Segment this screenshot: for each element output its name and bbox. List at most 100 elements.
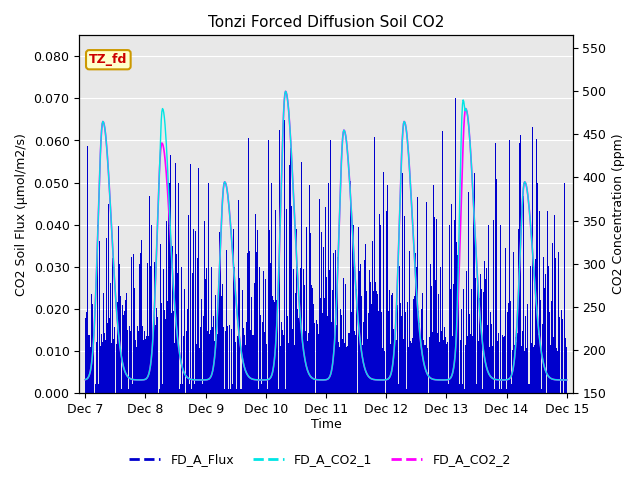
Bar bbox=[302, 343, 303, 393]
Bar bbox=[116, 344, 117, 393]
Bar bbox=[476, 384, 477, 393]
Bar bbox=[436, 219, 437, 393]
Bar bbox=[228, 276, 229, 393]
Bar bbox=[413, 299, 414, 393]
Title: Tonzi Forced Diffusion Soil CO2: Tonzi Forced Diffusion Soil CO2 bbox=[208, 15, 444, 30]
Bar bbox=[350, 181, 351, 393]
Bar bbox=[257, 336, 259, 393]
Bar bbox=[234, 267, 235, 393]
Bar bbox=[316, 320, 317, 393]
Bar bbox=[149, 196, 150, 393]
Bar bbox=[550, 345, 551, 393]
Bar bbox=[197, 258, 198, 393]
Bar bbox=[480, 252, 481, 393]
Bar bbox=[390, 335, 391, 393]
Bar bbox=[444, 326, 445, 393]
Text: TZ_fd: TZ_fd bbox=[89, 53, 127, 66]
Bar bbox=[222, 304, 223, 393]
Bar bbox=[206, 268, 207, 393]
Bar bbox=[527, 304, 528, 393]
Bar bbox=[441, 342, 442, 393]
Bar bbox=[491, 324, 492, 393]
Bar bbox=[509, 141, 510, 393]
Bar bbox=[525, 302, 526, 393]
Bar bbox=[181, 267, 182, 393]
Bar bbox=[520, 255, 521, 393]
Bar bbox=[484, 279, 486, 393]
Bar bbox=[103, 293, 104, 393]
Bar bbox=[221, 296, 222, 393]
Bar bbox=[257, 230, 258, 393]
Bar bbox=[96, 342, 97, 393]
Bar bbox=[487, 325, 488, 393]
Bar bbox=[483, 291, 484, 393]
Bar bbox=[422, 293, 423, 393]
Bar bbox=[554, 239, 555, 393]
Bar bbox=[155, 299, 156, 393]
Bar bbox=[470, 334, 471, 393]
Bar bbox=[177, 273, 178, 393]
Bar bbox=[309, 185, 310, 393]
Bar bbox=[271, 182, 272, 393]
Bar bbox=[385, 291, 387, 393]
Bar bbox=[318, 334, 319, 393]
Bar bbox=[311, 329, 312, 393]
Bar bbox=[159, 384, 161, 393]
Bar bbox=[510, 329, 511, 393]
Bar bbox=[365, 332, 366, 393]
Bar bbox=[184, 289, 185, 393]
Bar bbox=[386, 211, 387, 393]
Bar bbox=[529, 384, 530, 393]
Bar bbox=[127, 334, 129, 393]
Bar bbox=[493, 307, 494, 393]
Bar bbox=[239, 278, 240, 393]
Bar bbox=[490, 312, 491, 393]
Bar bbox=[447, 342, 448, 393]
Bar bbox=[488, 326, 489, 393]
Bar bbox=[273, 300, 274, 393]
Bar bbox=[89, 349, 90, 393]
Bar bbox=[299, 311, 300, 393]
Bar bbox=[285, 389, 286, 393]
Bar bbox=[238, 200, 239, 393]
Bar bbox=[129, 326, 131, 393]
Bar bbox=[562, 319, 563, 393]
Bar bbox=[260, 315, 261, 393]
Bar bbox=[391, 295, 392, 393]
Bar bbox=[175, 164, 176, 393]
Bar bbox=[250, 330, 251, 393]
Bar bbox=[355, 335, 356, 393]
Bar bbox=[104, 333, 105, 393]
Bar bbox=[358, 320, 359, 393]
Bar bbox=[109, 318, 110, 393]
Bar bbox=[415, 335, 417, 393]
Bar bbox=[321, 281, 323, 393]
Bar bbox=[453, 284, 454, 393]
Bar bbox=[435, 279, 436, 393]
Bar bbox=[260, 261, 261, 393]
Bar bbox=[307, 341, 308, 393]
Bar bbox=[464, 389, 465, 393]
Bar bbox=[547, 211, 548, 393]
Bar bbox=[146, 345, 147, 393]
Bar bbox=[254, 311, 255, 393]
Bar bbox=[475, 331, 476, 393]
Bar bbox=[88, 336, 89, 393]
Bar bbox=[519, 143, 520, 393]
Bar bbox=[469, 314, 470, 393]
Bar bbox=[90, 307, 92, 393]
Bar bbox=[515, 389, 516, 393]
Bar bbox=[528, 384, 529, 393]
Bar bbox=[235, 342, 236, 393]
Bar bbox=[245, 345, 246, 393]
Bar bbox=[259, 267, 260, 393]
Bar bbox=[460, 340, 461, 393]
Bar bbox=[174, 343, 175, 393]
Bar bbox=[120, 296, 121, 393]
Bar bbox=[455, 98, 456, 393]
Bar bbox=[433, 185, 434, 393]
Bar bbox=[446, 389, 447, 393]
Bar bbox=[198, 348, 199, 393]
Bar bbox=[124, 345, 125, 393]
Bar bbox=[521, 346, 522, 393]
